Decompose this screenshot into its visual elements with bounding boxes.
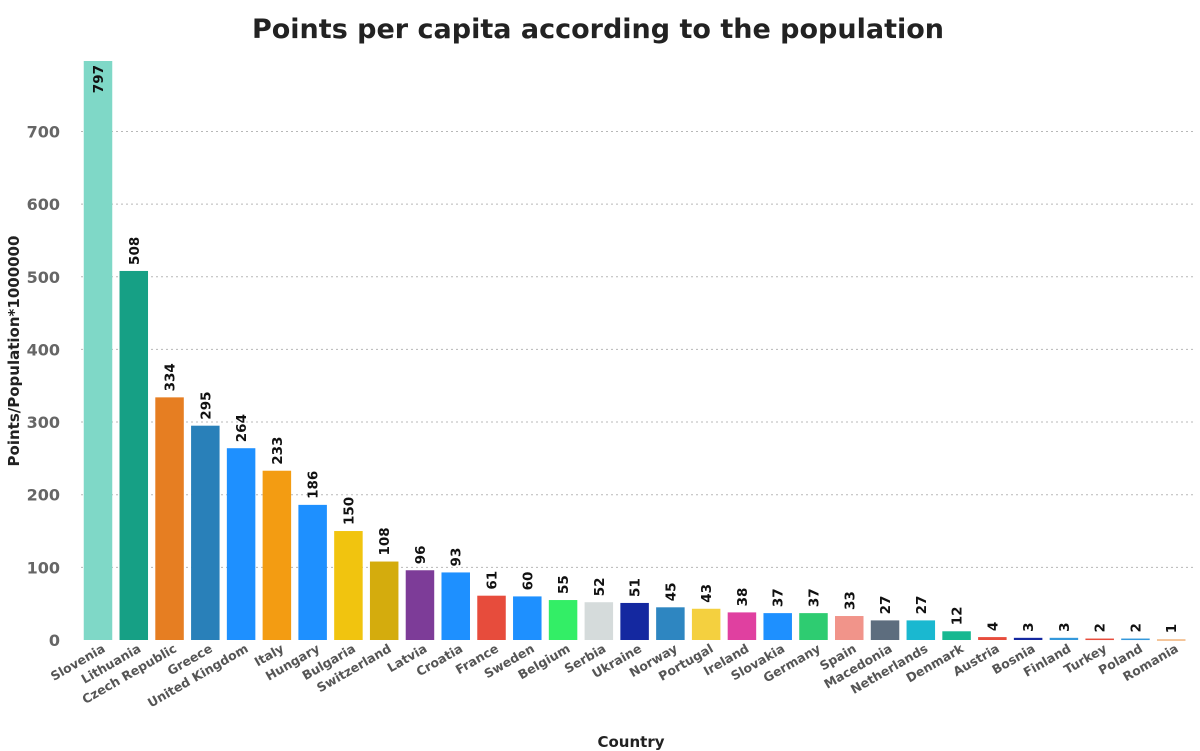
data-label: 508 <box>127 237 143 265</box>
data-label: 51 <box>628 578 644 597</box>
data-label: 45 <box>663 583 679 602</box>
data-label: 2 <box>1128 623 1144 632</box>
data-label: 27 <box>914 596 930 615</box>
y-axis-title: Points/Population*1000000 <box>5 236 23 467</box>
data-label: 295 <box>198 392 214 420</box>
bar <box>691 608 721 640</box>
bar <box>1049 637 1079 640</box>
chart-title: Points per capita according to the popul… <box>251 14 945 45</box>
bar <box>978 637 1007 640</box>
bar <box>656 607 685 640</box>
data-label: 55 <box>556 575 572 594</box>
y-tick-label: 600 <box>27 195 60 214</box>
data-label: 2 <box>1093 623 1109 632</box>
bar <box>155 397 184 640</box>
bar <box>513 596 542 640</box>
y-tick-label: 0 <box>49 631 60 650</box>
bar <box>298 504 327 640</box>
y-tick-label: 500 <box>27 268 60 287</box>
bar <box>763 613 792 640</box>
data-label: 27 <box>878 596 894 615</box>
y-tick-label: 300 <box>27 413 60 432</box>
bar <box>942 631 971 640</box>
data-label: 61 <box>485 571 501 590</box>
bar <box>405 570 435 640</box>
data-label: 93 <box>449 548 465 567</box>
data-label: 108 <box>377 527 393 555</box>
bar <box>799 613 828 640</box>
data-label: 4 <box>985 622 1001 631</box>
data-label: 12 <box>950 606 966 625</box>
data-label: 37 <box>771 588 787 607</box>
bar <box>727 612 757 640</box>
data-label: 43 <box>699 584 715 603</box>
data-label: 334 <box>163 363 179 391</box>
bars <box>83 61 1186 641</box>
data-label: 797 <box>91 65 107 93</box>
data-label: 96 <box>413 545 429 564</box>
y-tick-label: 700 <box>27 122 60 141</box>
data-label: 37 <box>806 588 822 607</box>
data-label: 60 <box>520 572 536 591</box>
bar <box>1085 638 1114 641</box>
data-label: 186 <box>306 471 322 499</box>
bar <box>835 616 864 640</box>
bar <box>620 602 649 640</box>
data-label: 3 <box>1057 622 1073 631</box>
bar <box>477 595 506 640</box>
bar <box>262 470 292 640</box>
bar <box>369 561 399 640</box>
x-axis-title: Country <box>597 733 664 751</box>
bar <box>870 620 900 640</box>
y-axis: 0 100 200 300 400 500 600 700 <box>27 122 60 650</box>
data-label: 33 <box>842 591 858 610</box>
data-label: 38 <box>735 588 751 607</box>
bar <box>1013 637 1043 640</box>
bar <box>584 602 614 640</box>
y-tick-label: 200 <box>27 486 60 505</box>
bar <box>906 620 936 640</box>
data-label: 1 <box>1164 624 1180 633</box>
y-tick-label: 400 <box>27 340 60 359</box>
bar <box>226 448 256 640</box>
data-label: 233 <box>270 437 286 465</box>
data-label: 52 <box>592 577 608 596</box>
bar <box>191 425 220 640</box>
bar <box>548 600 578 640</box>
data-label: 150 <box>341 497 357 525</box>
bar <box>1156 639 1186 641</box>
y-tick-label: 100 <box>27 558 60 577</box>
data-label: 3 <box>1021 622 1037 631</box>
bar <box>441 572 470 640</box>
bar <box>1121 638 1150 641</box>
bar <box>83 61 113 640</box>
bar <box>119 270 149 640</box>
bar <box>334 531 363 640</box>
data-label: 264 <box>234 414 250 442</box>
